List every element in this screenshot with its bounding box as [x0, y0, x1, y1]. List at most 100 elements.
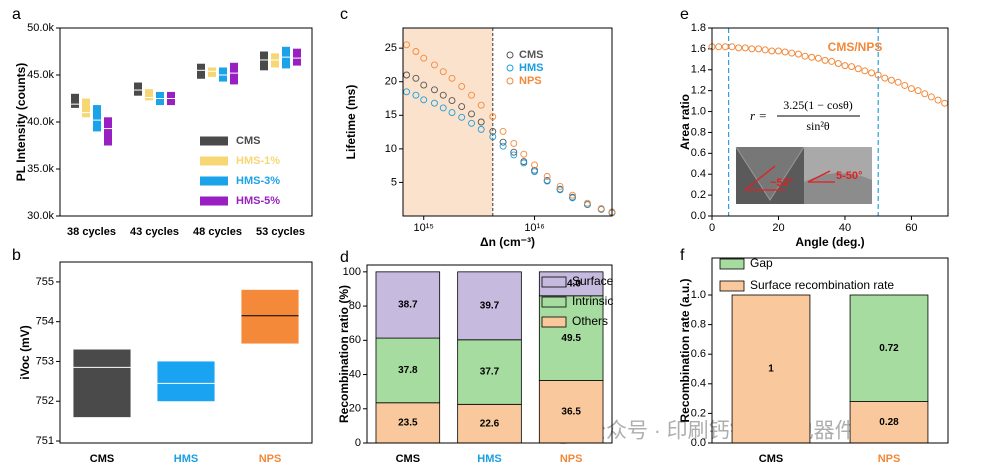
point: [510, 148, 518, 156]
point: [881, 74, 889, 82]
value-label: 39.7: [480, 300, 500, 311]
value-label: 38.7: [398, 300, 418, 311]
point: [569, 194, 576, 202]
point: [721, 43, 729, 51]
bar-segment: [849, 294, 929, 402]
point: [420, 96, 428, 104]
box: [82, 98, 90, 118]
y-tick-label: 10: [385, 143, 397, 155]
point: [597, 205, 605, 213]
y-tick-label: 0.8: [691, 319, 706, 331]
bar-segment: [457, 271, 522, 341]
point: [431, 99, 438, 107]
point: [814, 54, 822, 62]
y-tick-label: 0.6: [691, 348, 706, 360]
y-tick-label: 20: [349, 403, 361, 415]
point: [412, 74, 420, 82]
y-tick-label: 25: [385, 42, 397, 54]
point: [927, 93, 935, 101]
y-tick-label: 753: [36, 355, 54, 367]
formula-lhs: r =: [750, 108, 767, 123]
point: [499, 138, 507, 146]
point: [468, 110, 475, 118]
y-tick-label: 0.2: [691, 189, 706, 201]
value-label: 49.5: [561, 333, 581, 344]
point: [403, 71, 411, 79]
point: [781, 48, 789, 56]
point: [841, 62, 849, 70]
y-tick-label: 30.0k: [27, 210, 54, 222]
x-tick-label: 43 cycles: [130, 226, 179, 238]
legend-swatch: [541, 316, 567, 328]
legend-label: HMS-1%: [236, 155, 280, 167]
y-tick-label: 1.0: [691, 289, 706, 301]
point: [431, 86, 438, 94]
point: [583, 199, 591, 207]
y-tick-label: 40: [349, 368, 361, 380]
point: [828, 57, 836, 65]
value-label: 37.8: [398, 365, 418, 376]
x-tick-label: 38 cycles: [67, 226, 116, 238]
bar-segment: [457, 403, 522, 444]
point: [741, 44, 749, 52]
point: [735, 44, 743, 52]
value-label: 37.7: [480, 367, 500, 378]
value-label: 23.5: [398, 418, 418, 429]
point: [868, 69, 876, 77]
panel-label: c: [340, 6, 348, 23]
y-tick-label: 0: [355, 437, 361, 449]
y-tick-label: 80: [349, 300, 361, 312]
point: [412, 91, 420, 99]
y-tick-label: 1.0: [691, 105, 706, 117]
point: [431, 61, 438, 69]
y-tick-label: 754: [36, 316, 54, 328]
legend-label: Others: [572, 314, 608, 328]
y-tick-label: 755: [36, 276, 54, 288]
legend-swatch: [200, 196, 228, 206]
box: [208, 67, 216, 77]
y-tick-label: 60: [349, 334, 361, 346]
legend-label: HMS-3%: [236, 175, 280, 187]
point: [468, 91, 475, 99]
x-tick-label: 48 cycles: [193, 226, 242, 238]
y-tick-label: 1.6: [691, 43, 706, 55]
legend-marker: [506, 64, 514, 72]
watermark: 公众号 · 印刷钙钛矿光电器件: [585, 420, 856, 443]
y-tick-label: 0.6: [691, 147, 706, 159]
shaded-region: [403, 28, 493, 216]
legend-label: Surface: [572, 274, 614, 288]
legend-swatch: [541, 296, 567, 308]
inset-angle-right: [807, 170, 835, 183]
y-axis-label: Lifetime (ms): [344, 85, 358, 160]
y-tick-label: 751: [36, 435, 54, 447]
point: [901, 81, 909, 89]
point: [403, 41, 411, 49]
value-label: 22.6: [480, 418, 500, 429]
point: [420, 54, 428, 62]
x-tick-label: 10¹⁵: [413, 222, 433, 234]
point: [808, 53, 816, 61]
point: [768, 47, 776, 55]
box: [145, 89, 153, 101]
point: [531, 168, 538, 176]
legend-marker: [506, 51, 514, 59]
point: [477, 101, 485, 109]
plot-frame: [711, 27, 949, 217]
y-axis-label: iVoc (mV): [18, 325, 32, 379]
y-axis-label: Recombination rate (a.u.): [678, 278, 692, 422]
point: [477, 125, 485, 133]
y-tick-label: 0.4: [691, 168, 706, 180]
legend-swatch: [719, 258, 745, 270]
panel-label: a: [12, 6, 21, 23]
inset-label: ~52°: [770, 177, 793, 189]
plot-frame: [59, 261, 313, 444]
box: [93, 105, 101, 132]
point: [887, 76, 895, 84]
inset: ~52° 5-50°: [735, 146, 872, 204]
point: [543, 177, 551, 185]
y-tick-label: 0.8: [691, 126, 706, 138]
point: [448, 109, 456, 117]
bar-segment: [538, 380, 604, 444]
inset-surface: [804, 172, 872, 204]
